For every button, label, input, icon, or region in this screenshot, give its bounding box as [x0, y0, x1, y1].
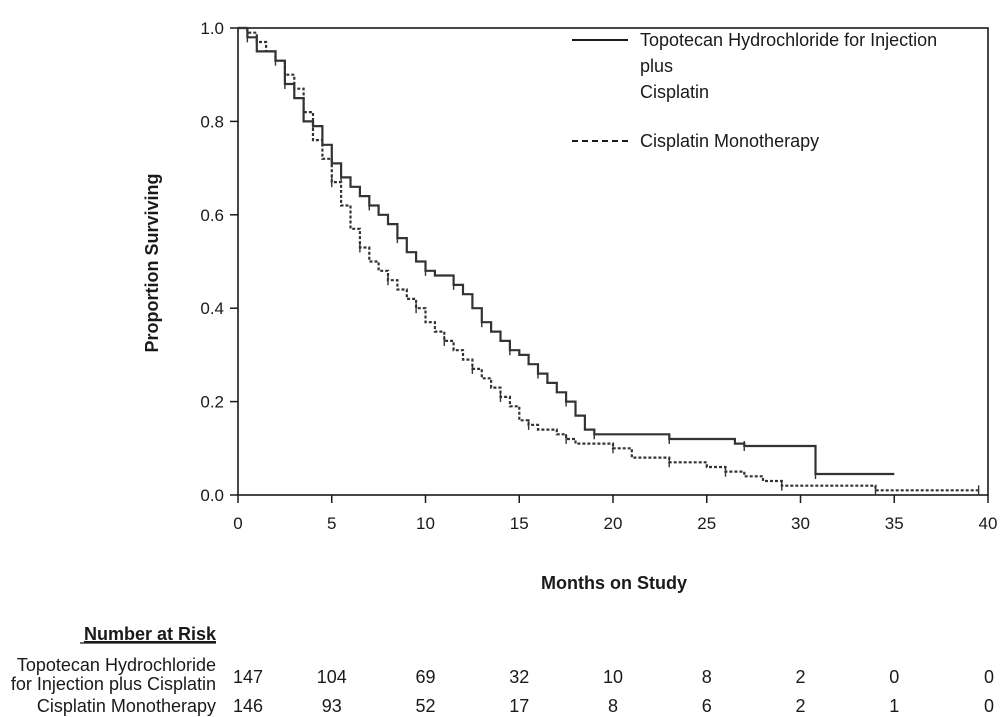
- risk-count: 52: [415, 696, 435, 716]
- risk-count: 10: [603, 667, 623, 687]
- x-tick-label: 35: [885, 514, 904, 533]
- risk-count: 8: [608, 696, 618, 716]
- x-tick-label: 25: [697, 514, 716, 533]
- risk-row-label: for Injection plus Cisplatin: [11, 674, 216, 694]
- risk-count: 0: [984, 667, 994, 687]
- risk-count: 104: [317, 667, 347, 687]
- y-tick-label: 1.0: [200, 19, 224, 38]
- y-tick-label: 0.4: [200, 299, 224, 318]
- x-axis-title: Months on Study: [541, 573, 687, 593]
- risk-row-label: Cisplatin Monotherapy: [37, 696, 216, 716]
- risk-count: 8: [702, 667, 712, 687]
- series-line-topotecan-cisplatin: [238, 26, 895, 476]
- x-tick-label: 20: [604, 514, 623, 533]
- legend: Topotecan Hydrochloride for Injection plu…: [572, 30, 937, 151]
- plot-frame: [237, 27, 989, 496]
- y-tick-label: 0.8: [200, 112, 224, 131]
- x-tick-label: 5: [327, 514, 336, 533]
- series-line-cisplatin-monotherapy: [238, 26, 979, 492]
- risk-count: 0: [984, 696, 994, 716]
- y-tick-label: 0.0: [200, 486, 224, 505]
- risk-count: 17: [509, 696, 529, 716]
- x-tick-label: 10: [416, 514, 435, 533]
- legend-entry-line: plus: [640, 56, 673, 76]
- risk-count: 1: [889, 696, 899, 716]
- x-tick-label: 0: [233, 514, 242, 533]
- risk-count: 6: [702, 696, 712, 716]
- risk-count: 0: [889, 667, 899, 687]
- risk-count: 146: [233, 696, 263, 716]
- y-axis: 0.0 0.2 0.4 0.6 0.8 1.0: [200, 19, 238, 505]
- risk-count: 2: [795, 696, 805, 716]
- x-tick-label: 15: [510, 514, 529, 533]
- risk-table-header: Number at Risk: [84, 624, 217, 644]
- risk-count: 2: [795, 667, 805, 687]
- legend-entry-line: Cisplatin: [640, 82, 709, 102]
- risk-row-label: Topotecan Hydrochloride: [17, 655, 216, 675]
- series-lines: [238, 26, 980, 496]
- plot-frame-border: [237, 27, 989, 496]
- risk-count: 69: [415, 667, 435, 687]
- risk-count: 32: [509, 667, 529, 687]
- legend-entry-line: Topotecan Hydrochloride for Injection: [640, 30, 937, 50]
- risk-count: 93: [322, 696, 342, 716]
- number-at-risk-table: Number at Risk Topotecan Hydrochloridefor…: [11, 624, 994, 716]
- y-tick-label: 0.2: [200, 393, 224, 412]
- y-tick-label: 0.6: [200, 206, 224, 225]
- y-axis-title: Proportion Surviving: [142, 173, 162, 352]
- x-axis: 0 5 10 15 20 25 30 35 40: [233, 495, 997, 533]
- x-tick-label: 30: [791, 514, 810, 533]
- legend-entry-line: Cisplatin Monotherapy: [640, 131, 819, 151]
- risk-count: 147: [233, 667, 263, 687]
- x-tick-label: 40: [979, 514, 998, 533]
